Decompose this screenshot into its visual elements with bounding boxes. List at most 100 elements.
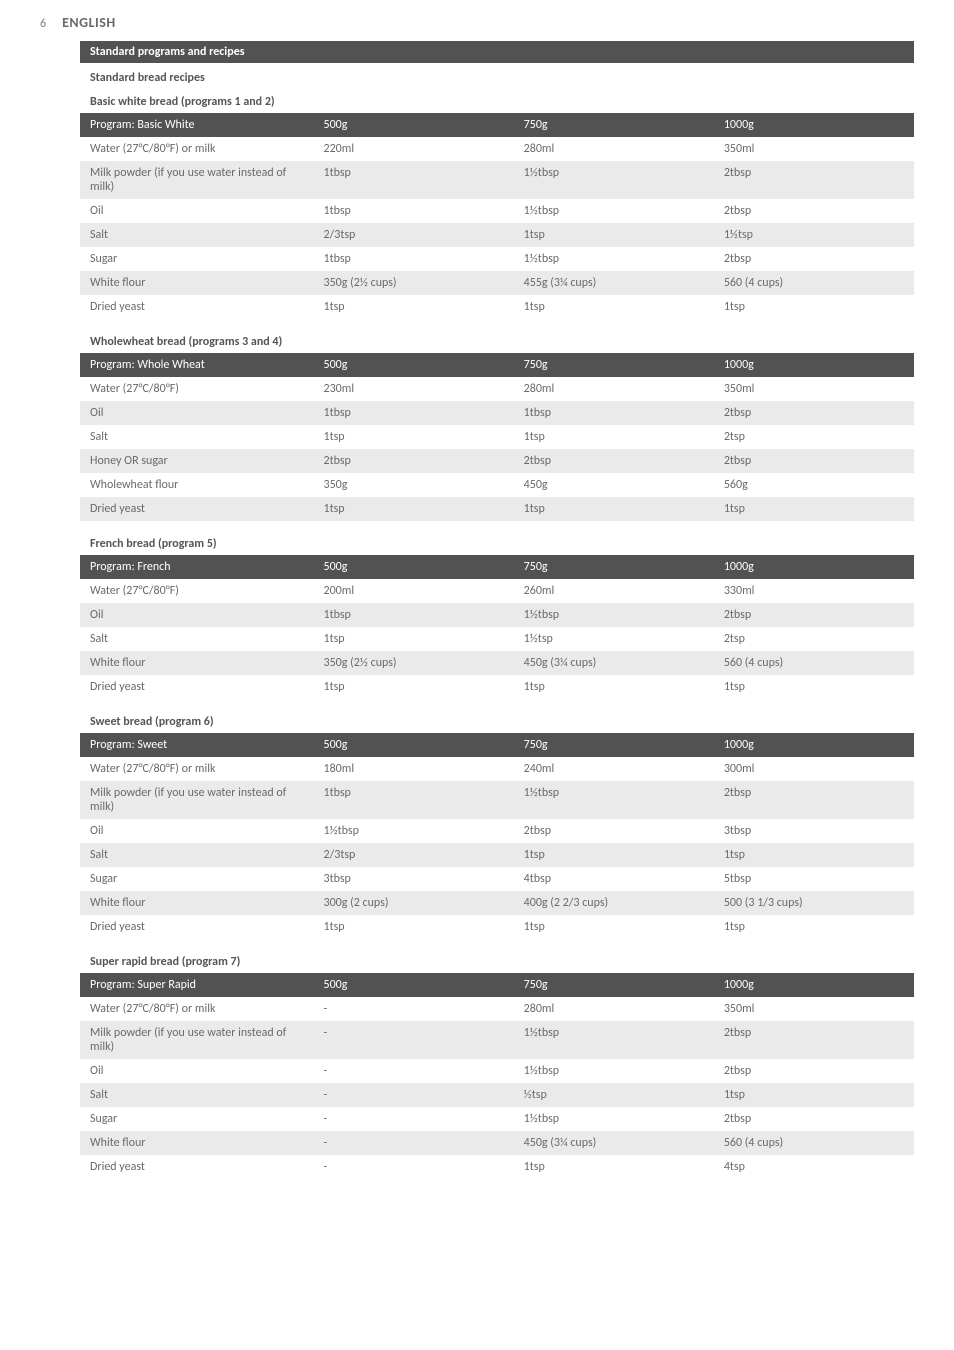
table-header-cell: 1000g — [714, 353, 914, 377]
table-header-cell: Program: Whole Wheat — [80, 353, 314, 377]
table-caption: Basic white bread (programs 1 and 2) — [80, 89, 914, 113]
table-cell: Dried yeast — [80, 497, 314, 521]
table-cell: Salt — [80, 1083, 314, 1107]
subsection-heading: Standard bread recipes — [80, 65, 914, 89]
table-cell: 350g — [314, 473, 514, 497]
table-cell: - — [314, 997, 514, 1021]
table-row: Sugar1tbsp1½tbsp2tbsp — [80, 247, 914, 271]
table-cell: Salt — [80, 425, 314, 449]
table-cell: 1tsp — [514, 425, 714, 449]
table-cell: 2tbsp — [514, 819, 714, 843]
table-cell: 5tbsp — [714, 867, 914, 891]
table-cell: White flour — [80, 651, 314, 675]
table-cell: 400g (2 2/3 cups) — [514, 891, 714, 915]
table-cell: Dried yeast — [80, 1155, 314, 1179]
table-cell: 450g (3¼ cups) — [514, 651, 714, 675]
table-cell: 180ml — [314, 757, 514, 781]
table-row: Oil1tbsp1½tbsp2tbsp — [80, 199, 914, 223]
table-caption: Super rapid bread (program 7) — [80, 949, 914, 973]
table-cell: ½tsp — [514, 1083, 714, 1107]
table-cell: Oil — [80, 1059, 314, 1083]
table-cell: 1tbsp — [314, 199, 514, 223]
table-header-cell: 500g — [314, 733, 514, 757]
table-cell: 350ml — [714, 377, 914, 401]
table-cell: 1½tbsp — [514, 247, 714, 271]
table-cell: 560g — [714, 473, 914, 497]
table-cell: 455g (3¼ cups) — [514, 271, 714, 295]
table-caption: French bread (program 5) — [80, 531, 914, 555]
table-row: Dried yeast1tsp1tsp1tsp — [80, 915, 914, 939]
table-row: Dried yeast-1tsp4tsp — [80, 1155, 914, 1179]
table-cell: 1½tbsp — [514, 161, 714, 199]
table-cell: 1tsp — [314, 915, 514, 939]
table-cell: 1tbsp — [514, 401, 714, 425]
table-cell: Wholewheat flour — [80, 473, 314, 497]
table-cell: 2tbsp — [714, 199, 914, 223]
page-content: Standard programs and recipes Standard b… — [0, 41, 954, 1219]
table-row: Water (27°C/80°F) or milk220ml280ml350ml — [80, 137, 914, 161]
table-row: Milk powder (if you use water instead of… — [80, 781, 914, 819]
table-cell: 2tbsp — [714, 781, 914, 819]
table-row: White flour-450g (3¼ cups)560 (4 cups) — [80, 1131, 914, 1155]
table-row: Oil-1½tbsp2tbsp — [80, 1059, 914, 1083]
table-row: Dried yeast1tsp1tsp1tsp — [80, 497, 914, 521]
table-row: White flour300g (2 cups)400g (2 2/3 cups… — [80, 891, 914, 915]
table-cell: 2tbsp — [714, 161, 914, 199]
table-cell: 1tsp — [714, 915, 914, 939]
table-cell: Honey OR sugar — [80, 449, 314, 473]
table-cell: - — [314, 1059, 514, 1083]
table-cell: Dried yeast — [80, 295, 314, 319]
table-cell: 2tbsp — [714, 449, 914, 473]
table-cell: - — [314, 1155, 514, 1179]
table-row: Sugar3tbsp4tbsp5tbsp — [80, 867, 914, 891]
table-header-cell: Program: Super Rapid — [80, 973, 314, 997]
table-row: Honey OR sugar2tbsp2tbsp2tbsp — [80, 449, 914, 473]
section-heading: Standard programs and recipes — [80, 41, 914, 63]
table-cell: 3tbsp — [314, 867, 514, 891]
table-row: Milk powder (if you use water instead of… — [80, 161, 914, 199]
table-cell: 2tbsp — [714, 247, 914, 271]
table-header-cell: 750g — [514, 353, 714, 377]
table-cell: 1tsp — [714, 1083, 914, 1107]
table-cell: 2tbsp — [514, 449, 714, 473]
table-row: White flour350g (2½ cups)455g (3¼ cups)5… — [80, 271, 914, 295]
table-row: White flour350g (2½ cups)450g (3¼ cups)5… — [80, 651, 914, 675]
table-cell: 3tbsp — [714, 819, 914, 843]
table-cell: Salt — [80, 843, 314, 867]
table-cell: Water (27°C/80°F) or milk — [80, 757, 314, 781]
table-cell: 1tsp — [714, 295, 914, 319]
table-row: Wholewheat flour350g450g560g — [80, 473, 914, 497]
table-row: Water (27°C/80°F) or milk-280ml350ml — [80, 997, 914, 1021]
table-cell: Milk powder (if you use water instead of… — [80, 1021, 314, 1059]
table-cell: 1tbsp — [314, 161, 514, 199]
table-row: Salt2/3tsp1tsp1tsp — [80, 843, 914, 867]
table-header-cell: 1000g — [714, 973, 914, 997]
table-row: Oil1tbsp1½tbsp2tbsp — [80, 603, 914, 627]
recipe-table: Program: Whole Wheat500g750g1000gWater (… — [80, 353, 914, 521]
recipe-table: Program: Basic White500g750g1000gWater (… — [80, 113, 914, 319]
table-cell: 1½tbsp — [514, 1107, 714, 1131]
table-cell: Milk powder (if you use water instead of… — [80, 781, 314, 819]
table-cell: 1tsp — [514, 497, 714, 521]
table-cell: 1½tsp — [514, 627, 714, 651]
table-cell: 1½tbsp — [514, 1059, 714, 1083]
table-cell: Sugar — [80, 1107, 314, 1131]
table-row: Milk powder (if you use water instead of… — [80, 1021, 914, 1059]
table-cell: Milk powder (if you use water instead of… — [80, 161, 314, 199]
table-cell: Oil — [80, 819, 314, 843]
table-cell: 2tbsp — [714, 1107, 914, 1131]
table-row: Oil1½tbsp2tbsp3tbsp — [80, 819, 914, 843]
table-cell: 2tbsp — [714, 603, 914, 627]
table-cell: 1tsp — [514, 675, 714, 699]
table-cell: 450g — [514, 473, 714, 497]
table-header-cell: 1000g — [714, 733, 914, 757]
table-cell: 220ml — [314, 137, 514, 161]
table-cell: Salt — [80, 223, 314, 247]
table-header-cell: Program: Sweet — [80, 733, 314, 757]
table-cell: 2tsp — [714, 627, 914, 651]
table-cell: 280ml — [514, 137, 714, 161]
table-cell: Water (27°C/80°F) or milk — [80, 137, 314, 161]
table-cell: 1½tbsp — [514, 199, 714, 223]
table-cell: 2tbsp — [714, 1021, 914, 1059]
table-cell: 1tsp — [514, 295, 714, 319]
